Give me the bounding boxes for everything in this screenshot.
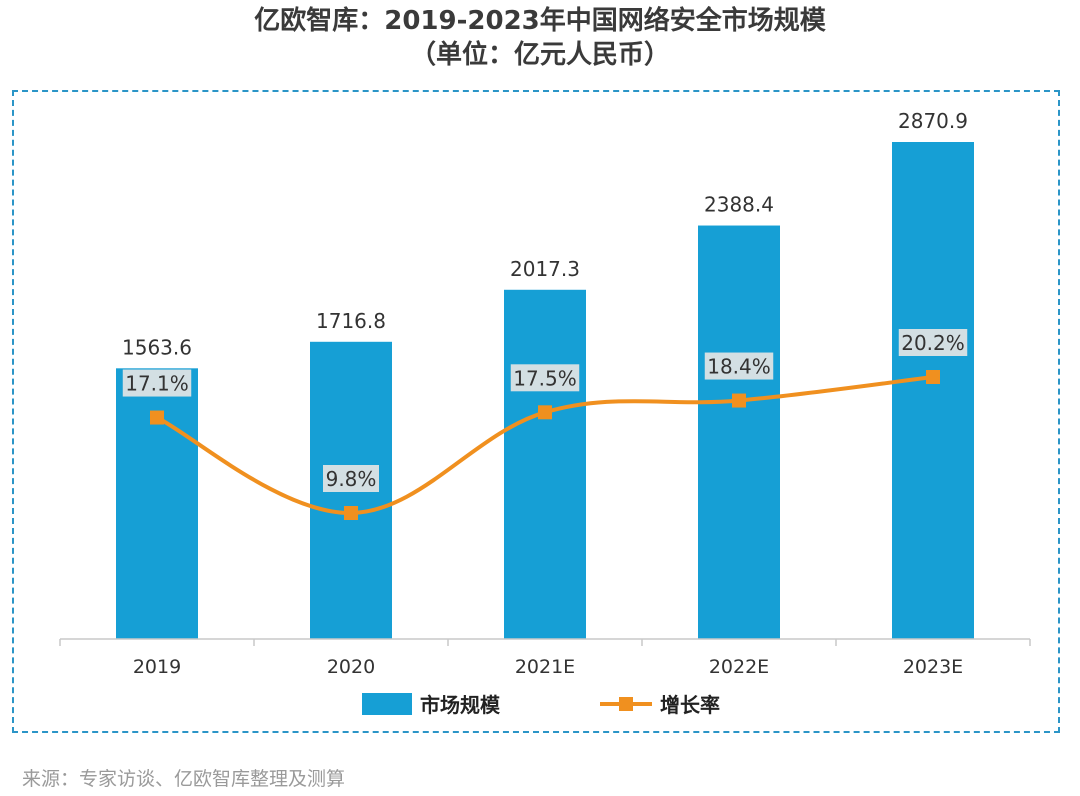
rate-marker <box>150 410 164 425</box>
legend-bar-swatch <box>362 693 412 715</box>
rate-marker <box>926 370 940 384</box>
bar-value-label: 1563.6 <box>122 335 192 359</box>
legend-line-marker <box>619 697 633 711</box>
bar-2019 <box>116 368 198 639</box>
bar-2021E <box>504 289 586 639</box>
bar-value-label: 2017.3 <box>510 257 580 281</box>
rate-label-bg <box>510 364 580 392</box>
chart-subtitle: （单位：亿元人民币） <box>409 40 670 70</box>
bar-2022E <box>698 225 780 639</box>
bar-value-label: 2388.4 <box>704 193 774 217</box>
bar-value-labels: 1563.6 1716.8 2017.3 2388.4 2870.9 <box>122 109 968 359</box>
legend-bar-label: 市场规模 <box>420 693 501 717</box>
rate-marker <box>538 405 552 420</box>
rate-label: 20.2% <box>901 331 965 355</box>
legend-line-label: 增长率 <box>660 693 720 717</box>
bar-2023E <box>892 142 974 639</box>
chart-frame <box>12 90 1060 733</box>
legend: 市场规模 增长率 <box>362 693 720 717</box>
rate-label: 17.5% <box>513 366 577 390</box>
rate-label-bg <box>898 329 968 356</box>
rate-label-bg <box>122 369 192 397</box>
rate-markers <box>150 370 940 520</box>
rate-label-bg <box>323 465 379 492</box>
rate-label: 18.4% <box>707 355 771 379</box>
category-label: 2021E <box>515 656 575 678</box>
bar-value-label: 1716.8 <box>316 309 386 333</box>
rate-label: 9.8% <box>326 467 377 491</box>
category-label: 2022E <box>709 656 769 678</box>
chart-title: 亿欧智库：2019-2023年中国网络安全市场规模 <box>254 6 826 36</box>
rate-marker <box>732 393 746 408</box>
category-label: 2020 <box>327 656 375 678</box>
rate-label: 17.1% <box>125 372 189 396</box>
bars-group <box>116 142 974 639</box>
category-label: 2019 <box>133 656 181 678</box>
rate-marker <box>344 506 358 520</box>
rate-label-bg <box>704 352 774 380</box>
source-note: 来源：专家访谈、亿欧智库整理及测算 <box>22 768 346 790</box>
x-axis-ticks <box>59 639 1031 646</box>
category-label: 2023E <box>903 656 963 678</box>
category-labels: 2019 2020 2021E 2022E 2023E <box>133 656 963 678</box>
bar-value-label: 2870.9 <box>898 109 968 133</box>
rate-labels: 17.1% 9.8% 17.5% 18.4% 20.2% <box>122 329 968 492</box>
